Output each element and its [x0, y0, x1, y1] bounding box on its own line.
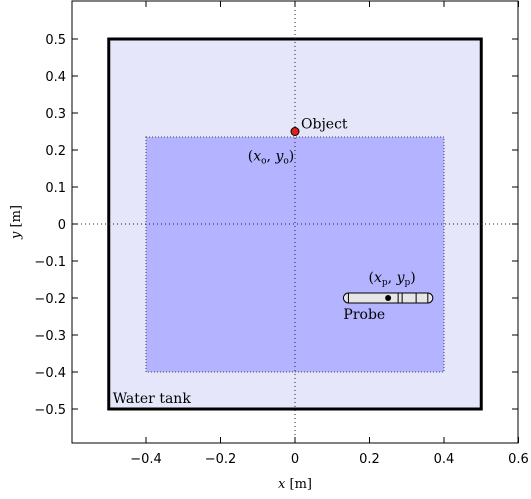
object-coordinate-label: (xo, yo) [248, 149, 295, 167]
y-tick-label: −0.4 [34, 366, 66, 381]
probe-coordinate-label: (xp, yp) [369, 270, 416, 288]
y-tick-label: −0.3 [34, 329, 66, 344]
y-ticks: 0.5 0.4 0.3 0.2 0.1 0 −0.1 −0.2 −0.3 −0.4 −0.5 [34, 33, 518, 418]
x-tick-label: 0.6 [508, 452, 529, 467]
x-tick-label: 0.4 [434, 452, 455, 467]
x-tick-label: 0.2 [359, 452, 380, 467]
y-tick-label: −0.5 [34, 403, 66, 418]
probe [342, 292, 434, 304]
y-tick-label: 0.5 [45, 33, 66, 48]
probe-label: Probe [343, 307, 385, 323]
y-tick-label: −0.2 [34, 292, 66, 307]
probe-position-marker [385, 295, 392, 301]
x-tick-label: 0 [291, 452, 299, 467]
water-tank-label: Water tank [113, 391, 192, 407]
y-axis-label: y [m] [9, 205, 24, 240]
x-axis-label: x [m] [278, 477, 312, 492]
object-label: Object [301, 117, 348, 133]
y-tick-label: 0.3 [45, 107, 66, 122]
y-tick-label: 0.4 [45, 70, 66, 85]
x-tick-label: −0.4 [130, 452, 162, 467]
x-ticks: −0.4 −0.2 0 0.2 0.4 0.6 [130, 1, 529, 467]
object-marker [290, 127, 300, 136]
y-tick-label: 0.1 [45, 181, 66, 196]
y-tick-label: −0.1 [34, 255, 66, 270]
x-tick-label: −0.2 [205, 452, 237, 467]
y-tick-label: 0 [58, 218, 66, 233]
y-tick-label: 0.2 [45, 144, 66, 159]
